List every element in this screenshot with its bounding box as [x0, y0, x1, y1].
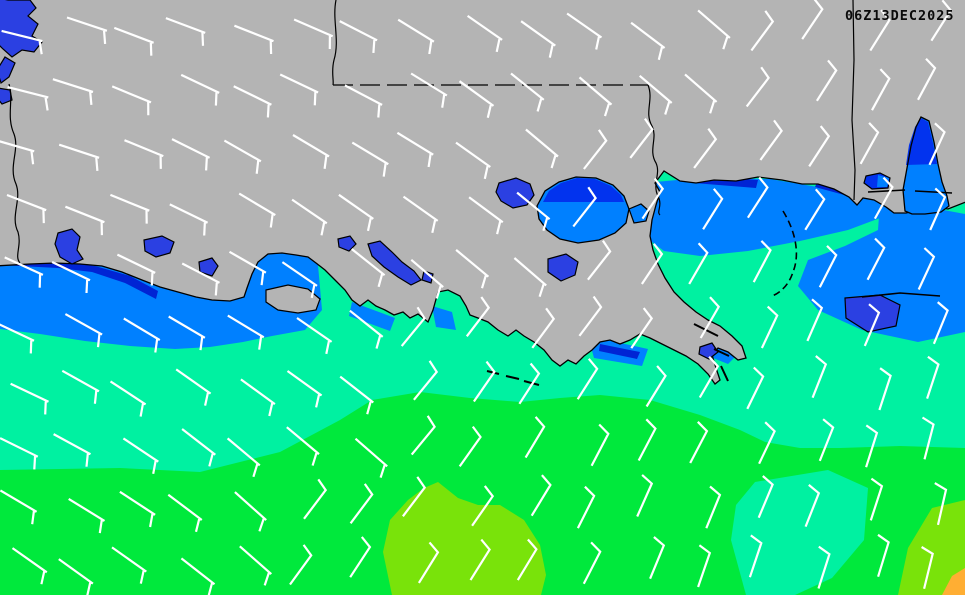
coastal-wedge	[432, 306, 456, 330]
mississippi-sound-band	[632, 178, 880, 256]
biloxi-bay-dark-top	[906, 118, 937, 165]
marsh-island	[265, 284, 321, 314]
st-louis-bay-east	[877, 175, 889, 187]
timestamp-label: 06Z13DEC2025	[845, 8, 955, 24]
chartreuse-patch-center	[383, 482, 546, 595]
lake-pontchartrain	[536, 176, 650, 244]
toledo-bend-tail	[0, 56, 16, 84]
toledo-bend-lake	[0, 0, 43, 58]
small-lake-3	[421, 270, 434, 284]
grand-white-lake	[143, 235, 175, 258]
mississippi-alabama-border	[851, 0, 856, 201]
vivid-green-water-region	[0, 392, 965, 595]
ms-barrier-islands-south	[861, 292, 941, 298]
chartreuse-patch-right	[898, 500, 965, 595]
sabine-lake	[0, 87, 13, 105]
pontchartrain-dark-cap	[543, 178, 624, 202]
barrier-islands	[486, 189, 953, 386]
six-mile-lake	[367, 240, 422, 286]
land-mass	[0, 0, 965, 385]
texas-louisiana-border	[8, 83, 21, 264]
orange-corner-patch	[942, 568, 965, 595]
lake-salvador	[547, 253, 579, 282]
mississippi-river-border	[647, 84, 661, 216]
delta-lake	[698, 342, 719, 360]
atchafalaya-bay-wedge	[349, 302, 395, 331]
state-boundaries	[8, 0, 856, 264]
small-lake-2	[337, 235, 357, 252]
pontchartrain-outline	[536, 176, 630, 244]
chandeleur-islands-arc	[771, 210, 798, 297]
calcasieu-lake	[54, 228, 84, 265]
barataria-navy-sliver	[599, 344, 640, 359]
ms-barrier-islands-north	[867, 189, 953, 194]
lake-maurepas	[495, 177, 535, 209]
inland-lakes	[0, 0, 719, 360]
chandeleur-sound-patch	[798, 202, 965, 342]
arkansas-border-west-leg	[332, 0, 337, 86]
small-lake-1	[198, 257, 219, 277]
